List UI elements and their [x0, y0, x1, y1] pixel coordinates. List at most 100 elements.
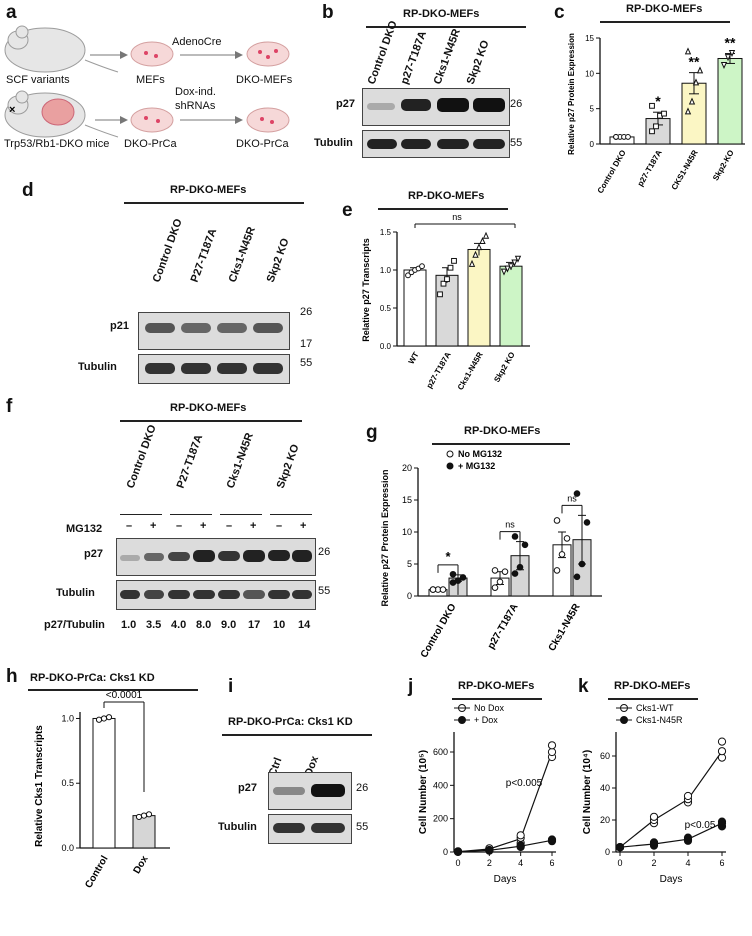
data-point — [511, 259, 518, 267]
y-tick-label: 15 — [585, 34, 594, 43]
panel-label: i — [228, 676, 234, 697]
data-point — [447, 264, 454, 271]
data-point — [511, 570, 519, 577]
data-point — [504, 265, 511, 273]
tubulin-blot — [116, 580, 316, 610]
x-tick-label: 0 — [617, 858, 622, 868]
data-point — [405, 272, 411, 279]
tubulin-blot — [138, 354, 290, 384]
y-tick-label: 0 — [407, 591, 412, 601]
x-tick-label: Skp2 KO — [492, 351, 516, 384]
data-point — [684, 47, 692, 55]
header-underline — [608, 698, 698, 700]
mw-marker: 26 — [510, 98, 523, 110]
lane-label: P27-T187A — [188, 227, 220, 284]
data-point — [496, 578, 504, 586]
x-axis-label: Days — [660, 874, 683, 885]
data-point — [661, 110, 667, 117]
panel-label: j — [408, 676, 414, 697]
dish-icon — [246, 41, 290, 67]
data-point — [724, 54, 732, 62]
y-tick-label: 5 — [590, 105, 595, 114]
data-point — [558, 551, 566, 558]
x-tick-label: 2 — [651, 858, 656, 868]
dish-icon — [246, 107, 290, 133]
y-tick-label: 600 — [433, 747, 448, 757]
treatment-sign: + — [300, 520, 307, 532]
data-point — [451, 257, 457, 264]
data-point — [728, 49, 736, 57]
header-underline — [432, 443, 570, 445]
dko-prca-text: DKO-PrCa — [236, 138, 289, 150]
data-point — [613, 134, 619, 140]
mw-marker: 55 — [300, 357, 313, 369]
legend-label: No Dox — [474, 703, 505, 713]
p21-blot — [138, 312, 290, 350]
y-tick-label: 15 — [402, 495, 412, 505]
data-point — [514, 255, 522, 263]
series-line — [457, 839, 553, 853]
x-tick-label: WT — [407, 350, 421, 365]
y-tick-label: 0 — [443, 847, 448, 857]
treatment-sign: – — [276, 520, 283, 532]
x-tick-label: Skp2-KO — [711, 149, 736, 183]
line-chart-j: 0 200 400 600 Cell Number (10⁵) 0 2 4 6 Days No Do… — [418, 703, 557, 885]
panel-a-schematic: × — [4, 25, 290, 138]
data-point — [578, 560, 586, 568]
bar — [717, 57, 743, 145]
data-point — [649, 838, 659, 847]
panel-label: h — [6, 666, 18, 687]
data-point — [501, 568, 509, 575]
data-point — [485, 845, 494, 855]
mouse-icon — [4, 25, 119, 73]
data-point — [439, 586, 447, 593]
bar-chart-c: 0 5 10 15 Relative p27 Protein Expression Con… — [567, 33, 745, 195]
y-tick-label: 60 — [600, 751, 610, 761]
blot-header: RP-DKO-PrCa: Cks1 KD — [228, 716, 353, 728]
y-axis-label: Cell Number (10⁴) — [582, 750, 593, 834]
data-point — [717, 747, 727, 756]
legend-label: Cks1-WT — [636, 703, 674, 713]
header-underline — [222, 734, 372, 736]
mw-marker: 26 — [356, 782, 369, 794]
treatment-sign: + — [200, 520, 207, 532]
panel-label: e — [342, 200, 353, 221]
treatment-sign: + — [250, 520, 257, 532]
data-point — [717, 817, 727, 826]
mefs-text: MEFs — [136, 74, 165, 86]
dko-mefs-text: DKO-MEFs — [236, 74, 293, 86]
y-tick-label: 20 — [402, 463, 412, 473]
x-tick-label: 6 — [719, 858, 724, 868]
data-point — [615, 843, 625, 852]
data-point — [440, 280, 447, 287]
header-underline — [28, 689, 198, 691]
data-point — [553, 567, 561, 574]
row-label: Tubulin — [218, 821, 257, 833]
bar-chart-e: 0.0 0.5 1.0 1.5 Relative p27 Transcripts ns WT… — [361, 212, 530, 392]
legend-label: Cks1-N45R — [636, 715, 683, 725]
panel-label: f — [6, 396, 13, 417]
mw-marker: 55 — [356, 821, 369, 833]
data-point — [419, 263, 425, 270]
x-axis-label: Days — [494, 874, 517, 885]
treatment-sign: – — [226, 520, 233, 532]
data-point — [449, 570, 457, 578]
x-tick-label: Control — [83, 854, 110, 890]
x-tick-label: p27-T187A — [486, 602, 521, 651]
scf-variants-text: SCF variants — [6, 74, 70, 86]
tubulin-blot — [362, 130, 510, 158]
y-tick-label: 5 — [407, 559, 412, 569]
line-chart-k: 0 20 40 60 Cell Number (10⁴) 0 2 4 6 Days Cks1-WT C… — [582, 703, 727, 885]
cross-mark: × — [9, 104, 15, 116]
dko-prca-text: DKO-PrCa — [124, 138, 177, 150]
x-tick-label: p27-T187A — [425, 350, 453, 390]
ratio-label: p27/Tubulin — [44, 619, 105, 631]
shrnas-text: shRNAs — [175, 100, 216, 112]
bar — [435, 274, 459, 347]
series-line — [619, 822, 723, 848]
data-point — [459, 574, 467, 581]
data-point — [429, 586, 437, 593]
data-point — [683, 833, 693, 842]
lane-label: Skp2 KO — [264, 236, 292, 284]
chart-header: RP-DKO-MEFs — [626, 3, 703, 15]
